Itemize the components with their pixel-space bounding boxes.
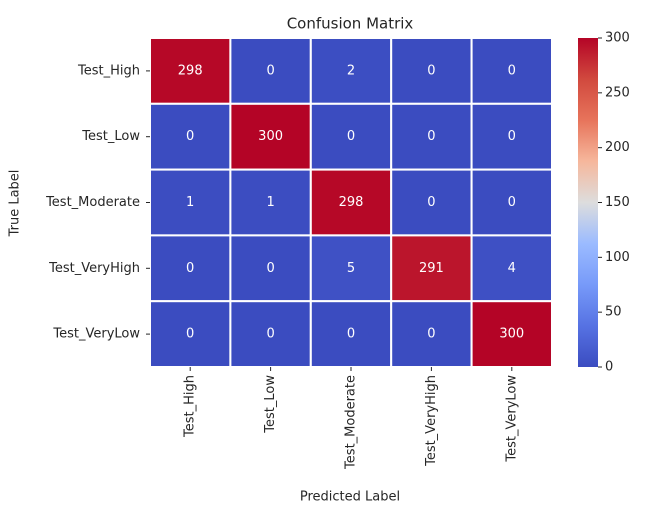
y-tick-label: Test_Low (81, 129, 140, 144)
cell-label: 0 (347, 129, 355, 144)
heatmap-cell (229, 37, 312, 105)
heatmap-cell (309, 300, 393, 369)
cell-label: 0 (508, 129, 516, 144)
cell-label: 2 (347, 63, 355, 78)
cell-label: 0 (427, 195, 435, 210)
heatmap-cell (229, 234, 312, 303)
x-tick-label: Test_VeryHigh (424, 375, 439, 467)
cell-label: 1 (266, 195, 274, 210)
cell-label: 0 (186, 261, 194, 276)
cell-label: 0 (427, 63, 435, 78)
cell-label: 4 (508, 261, 516, 276)
colorbar-tick-label: 200 (605, 140, 630, 155)
cell-label: 0 (186, 129, 194, 144)
colorbar-tick-label: 250 (605, 85, 630, 100)
heatmap-cell (390, 234, 473, 303)
chart-title: Confusion Matrix (287, 15, 414, 33)
x-tick-label: Test_VeryLow (504, 375, 519, 463)
heatmap-cell (309, 234, 393, 303)
cell-label: 0 (347, 327, 355, 342)
colorbar-tick-label: 300 (605, 31, 630, 46)
heatmap-cell (149, 300, 232, 369)
cell-label: 0 (186, 327, 194, 342)
cell-label: 0 (266, 327, 274, 342)
colorbar-tick-label: 50 (605, 305, 622, 320)
cell-label: 0 (508, 195, 516, 210)
heatmap-cell (229, 168, 312, 237)
colorbar-tick-label: 100 (605, 250, 630, 265)
cell-label: 0 (266, 63, 274, 78)
y-axis-label: True Label (8, 170, 23, 238)
y-tick-label: Test_Moderate (45, 195, 140, 210)
heatmap-cell (470, 102, 554, 171)
cell-label: 298 (178, 63, 203, 78)
x-tick-label: Test_Low (263, 375, 278, 434)
x-tick-label: Test_High (183, 375, 198, 438)
cell-label: 291 (419, 261, 444, 276)
heatmap-cell (309, 102, 393, 171)
heatmap-cell (390, 168, 473, 237)
heatmap-cell (229, 300, 312, 369)
x-axis-label: Predicted Label (300, 490, 400, 505)
cell-label: 0 (427, 327, 435, 342)
cell-label: 300 (258, 129, 283, 144)
y-tick-label: Test_High (77, 63, 140, 78)
heatmap-cell (470, 234, 554, 303)
y-tick-label: Test_VeryLow (52, 327, 140, 342)
cell-label: 0 (508, 63, 516, 78)
cell-label: 298 (339, 195, 364, 210)
cell-label: 0 (266, 261, 274, 276)
cell-label: 300 (499, 327, 524, 342)
cell-label: 5 (347, 261, 355, 276)
cell-label: 1 (186, 195, 194, 210)
colorbar-tick-label: 150 (605, 195, 630, 210)
colorbar-tick-label: 0 (605, 360, 613, 375)
x-tick-label: Test_Moderate (344, 375, 359, 470)
cell-label: 0 (427, 129, 435, 144)
y-tick-label: Test_VeryHigh (48, 261, 140, 276)
colorbar (578, 38, 598, 367)
